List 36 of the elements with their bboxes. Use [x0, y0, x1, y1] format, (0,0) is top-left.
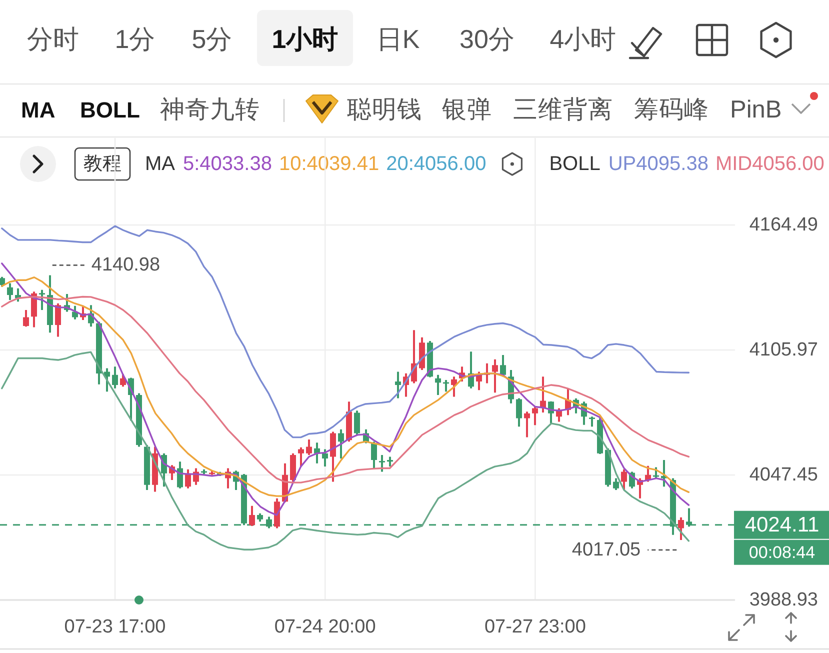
text: 1分 [114, 24, 156, 54]
text: 4小时 [550, 24, 616, 54]
x-tick-label: 07-27 23:00 [484, 616, 586, 638]
line-series [1, 225, 690, 438]
text: UP4095.38 [608, 153, 708, 175]
text: 神奇九转 [160, 96, 260, 124]
x-tick-label: 07-24 20:00 [274, 616, 376, 638]
y-tick-label: 4164.49 [749, 214, 818, 236]
text: 日K [376, 24, 420, 54]
annotation: 4017.05 [572, 539, 641, 560]
y-tick-label: 3988.93 [749, 590, 818, 610]
text: BOLL [80, 98, 140, 122]
text: 20:4056.00 [386, 153, 486, 175]
text: 5:4033.38 [183, 153, 272, 175]
text: MID4056.00 [715, 153, 824, 175]
x-tick-label: 07-23 17:00 [64, 616, 166, 638]
text: 00:08:44 [748, 542, 816, 562]
y-tick-label: 4047.45 [749, 464, 818, 486]
text: MA [145, 153, 176, 175]
text: 筹码峰 [634, 96, 709, 124]
candlestick [443, 380, 449, 392]
text: MA [21, 98, 56, 122]
y-tick-label: 4105.97 [749, 340, 818, 360]
text: 5分 [192, 24, 232, 54]
annotation: 4140.98 [91, 254, 160, 276]
text: BOLL [549, 153, 600, 175]
text: 聪明钱 [347, 96, 422, 124]
text: 三维背离 [513, 96, 613, 124]
ref-line-label: 4024.11 [744, 513, 820, 536]
text: 30分 [460, 24, 514, 54]
candlestick [589, 416, 595, 427]
text: 10:4039.41 [278, 153, 380, 175]
text: 分时 [27, 24, 79, 54]
text: 银弹 [441, 96, 492, 124]
text: PinB [730, 96, 782, 124]
text: 1小时 [272, 24, 338, 54]
